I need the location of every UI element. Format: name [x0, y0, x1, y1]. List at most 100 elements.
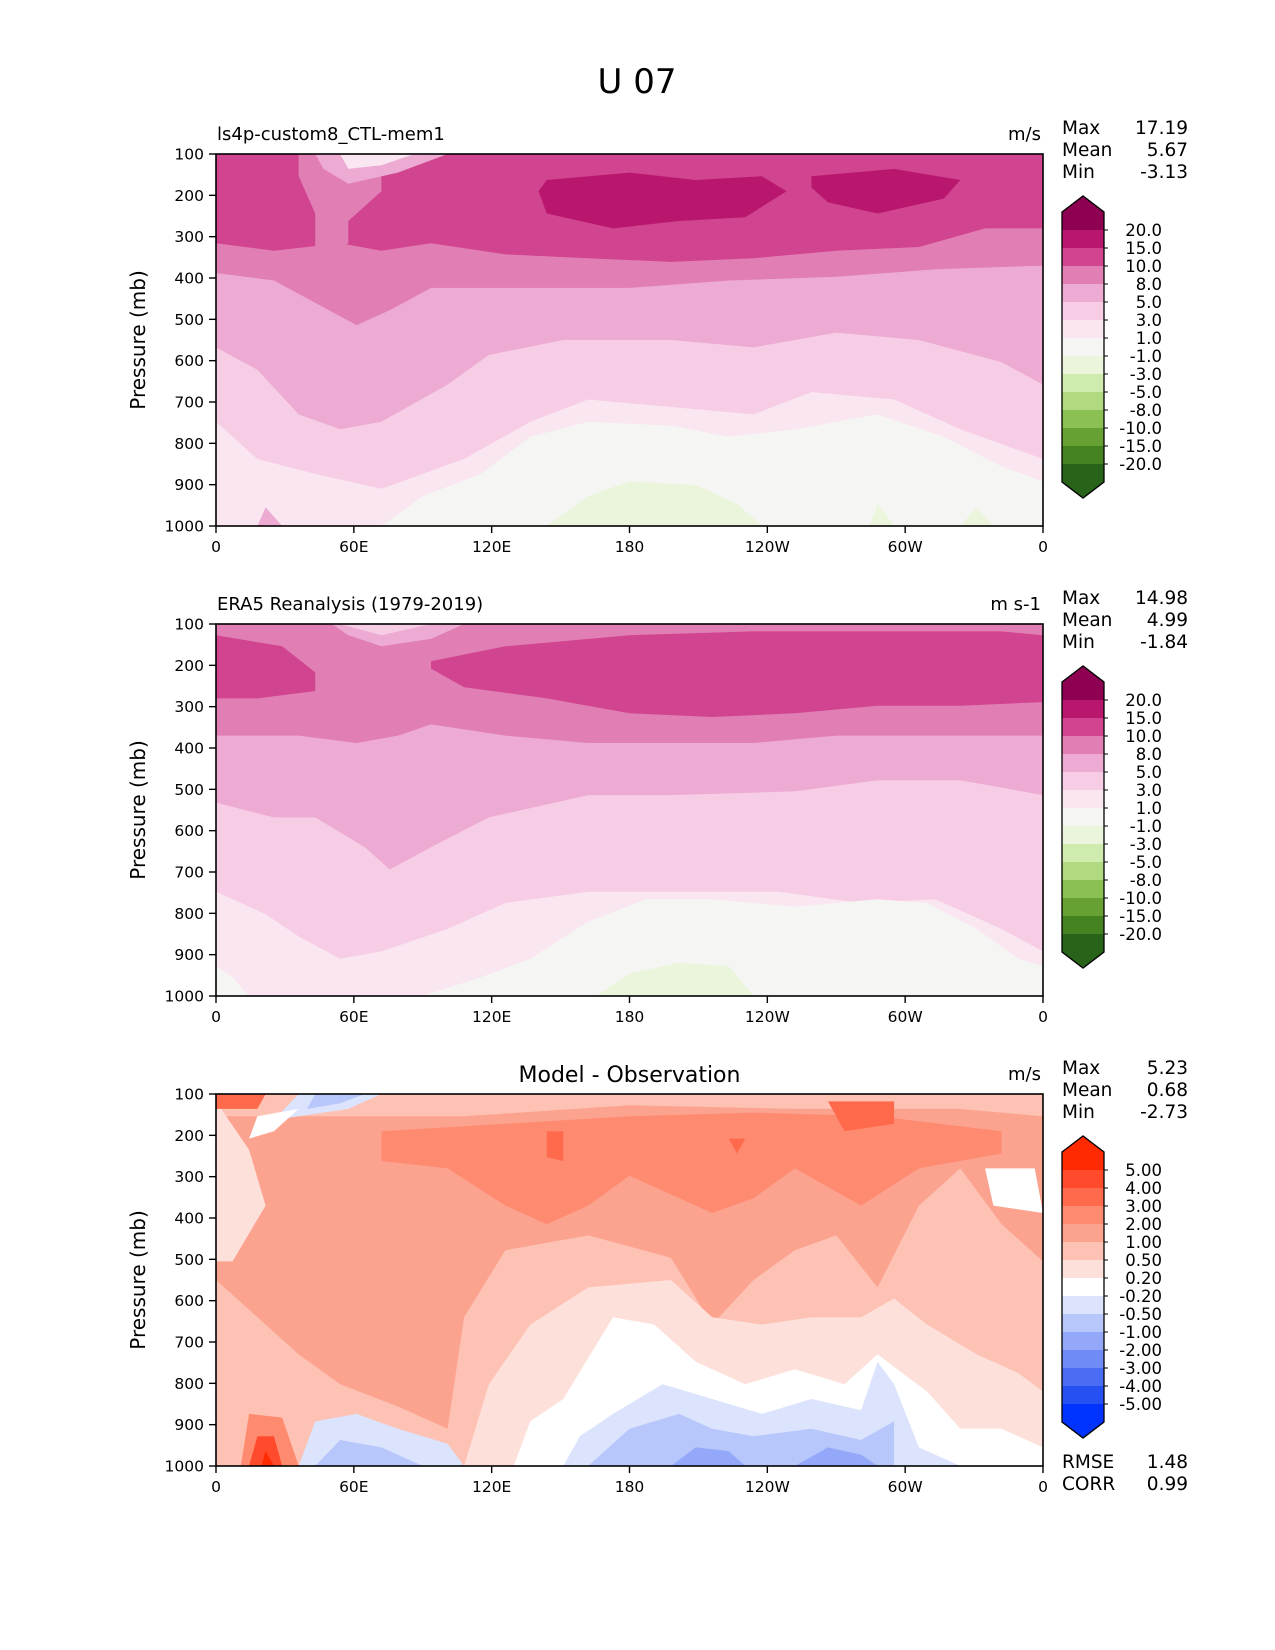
stat-value-mean: 0.68: [1147, 1080, 1188, 1101]
y-tick-label: 200: [174, 1127, 204, 1145]
y-tick-label: 300: [174, 1168, 204, 1186]
colorbar-outline: [1061, 1135, 1105, 1439]
y-tick-label: 800: [174, 435, 204, 453]
colorbar-segment: [1062, 718, 1104, 737]
x-tick-label: 60E: [339, 1478, 369, 1496]
contour-field: [216, 154, 1043, 526]
y-tick-label: 500: [174, 1251, 204, 1269]
colorbar-segment: [1062, 790, 1104, 809]
contour-band: [381, 414, 1043, 526]
contour-band: [431, 631, 1043, 717]
y-tick-label: 600: [174, 352, 204, 370]
colorbar-segment: [1062, 754, 1104, 773]
y-tick-label: 600: [174, 1292, 204, 1310]
x-tick-label: 0: [1038, 538, 1048, 556]
colorbar-tick-label: -5.00: [1119, 1395, 1162, 1414]
colorbar-tick-label: 0.50: [1125, 1251, 1162, 1270]
panel-observation: 100 200 300 400 500 600 700 800 900 1000 0 60E 120E 1…: [126, 588, 1188, 1026]
x-tick-label: 0: [1038, 1478, 1048, 1496]
colorbar-tick-label: -2.00: [1119, 1341, 1162, 1360]
colorbar-segment: [1062, 1368, 1104, 1387]
y-tick-label: 500: [174, 781, 204, 799]
contour-blob: [985, 1168, 1043, 1213]
y-tick-label: 100: [174, 616, 204, 634]
contour-blob: [670, 1447, 746, 1466]
stat-value-min: -3.13: [1140, 162, 1188, 183]
contour-blob: [298, 154, 382, 266]
stat-value-max: 14.98: [1135, 588, 1188, 609]
x-tick-label: 180: [615, 1478, 645, 1496]
colorbar-segment: [1062, 320, 1104, 339]
colorbar-tick-label: 5.0: [1136, 763, 1162, 782]
contour-blob: [960, 507, 994, 526]
colorbar-outline: [1061, 195, 1105, 499]
panel-model: 100 200 300 400 500 600 700 800 900 1000 0 60E 120E 1…: [126, 118, 1188, 556]
colorbar-segment: [1062, 1170, 1104, 1189]
stat-label-min: Min: [1062, 1102, 1095, 1123]
colorbar-tick-label: 8.0: [1136, 745, 1162, 764]
stat-value-max: 17.19: [1135, 118, 1188, 139]
contour-blob: [249, 1108, 299, 1139]
metric-label-rmse: RMSE: [1062, 1452, 1114, 1473]
colorbar-tick-label: 5.00: [1125, 1161, 1162, 1180]
colorbar-segment: [1062, 844, 1104, 863]
colorbar-tick-label: 8.0: [1136, 275, 1162, 294]
colorbar-tick-label: 1.0: [1136, 799, 1162, 818]
x-tick-label: 60W: [888, 1008, 923, 1026]
colorbar-extend-bottom: [1062, 464, 1104, 498]
x-tick-label: 60E: [339, 1008, 369, 1026]
colorbar-tick-label: -1.00: [1119, 1323, 1162, 1342]
stat-label-min: Min: [1062, 632, 1095, 653]
colorbar-outline: [1061, 665, 1105, 969]
y-tick-label: 1000: [165, 1458, 204, 1476]
y-tick-label: 400: [174, 740, 204, 758]
colorbar-tick-label: -3.00: [1119, 1359, 1162, 1378]
x-tick-label: 60W: [888, 1478, 923, 1496]
stat-label-mean: Mean: [1062, 610, 1112, 631]
contour-blob: [315, 1440, 423, 1466]
colorbar-segment: [1062, 1242, 1104, 1261]
contour-blob: [340, 154, 415, 169]
colorbar-tick-label: 1.0: [1136, 329, 1162, 348]
colorbar-extend-top: [1062, 196, 1104, 230]
x-tick-label: 120E: [472, 1008, 511, 1026]
y-tick-label: 200: [174, 657, 204, 675]
metric-label-corr: CORR: [1062, 1474, 1115, 1495]
colorbar-tick-label: 3.00: [1125, 1197, 1162, 1216]
figure-suptitle: U 07: [598, 62, 677, 102]
colorbar-tick-label: 15.0: [1125, 239, 1162, 258]
contour-blob: [249, 1436, 283, 1466]
colorbar-tick-label: -8.0: [1130, 401, 1162, 420]
colorbar-segment: [1062, 266, 1104, 285]
colorbar-segment: [1062, 736, 1104, 755]
y-tick-label: 600: [174, 822, 204, 840]
y-tick-label: 700: [174, 864, 204, 882]
contour-field: [216, 1094, 1043, 1466]
colorbar-tick-label: 20.0: [1125, 691, 1162, 710]
colorbar-segment: [1062, 1278, 1104, 1297]
x-tick-label: 0: [211, 538, 221, 556]
colorbar-segment: [1062, 1224, 1104, 1243]
y-tick-label: 700: [174, 1334, 204, 1352]
contour-blob: [216, 635, 316, 699]
colorbar-tick-label: 20.0: [1125, 221, 1162, 240]
colorbar-tick-label: -5.0: [1130, 853, 1162, 872]
y-tick-label: 900: [174, 476, 204, 494]
colorbar-tick-label: -15.0: [1119, 907, 1162, 926]
y-tick-label: 300: [174, 698, 204, 716]
y-tick-label: 800: [174, 905, 204, 923]
colorbar-tick-label: -8.0: [1130, 871, 1162, 890]
colorbar-segment: [1062, 862, 1104, 881]
stat-label-mean: Mean: [1062, 140, 1112, 161]
colorbar-segment: [1062, 1350, 1104, 1369]
colorbar-segment: [1062, 1386, 1104, 1405]
y-tick-label: 700: [174, 394, 204, 412]
stat-label-mean: Mean: [1062, 1080, 1112, 1101]
colorbar-tick-label: -3.0: [1130, 835, 1162, 854]
colorbar-segment: [1062, 880, 1104, 899]
colorbar-segment: [1062, 898, 1104, 917]
contour-band: [422, 899, 1043, 996]
units-label: m s-1: [990, 594, 1041, 615]
stat-label-max: Max: [1062, 118, 1100, 139]
